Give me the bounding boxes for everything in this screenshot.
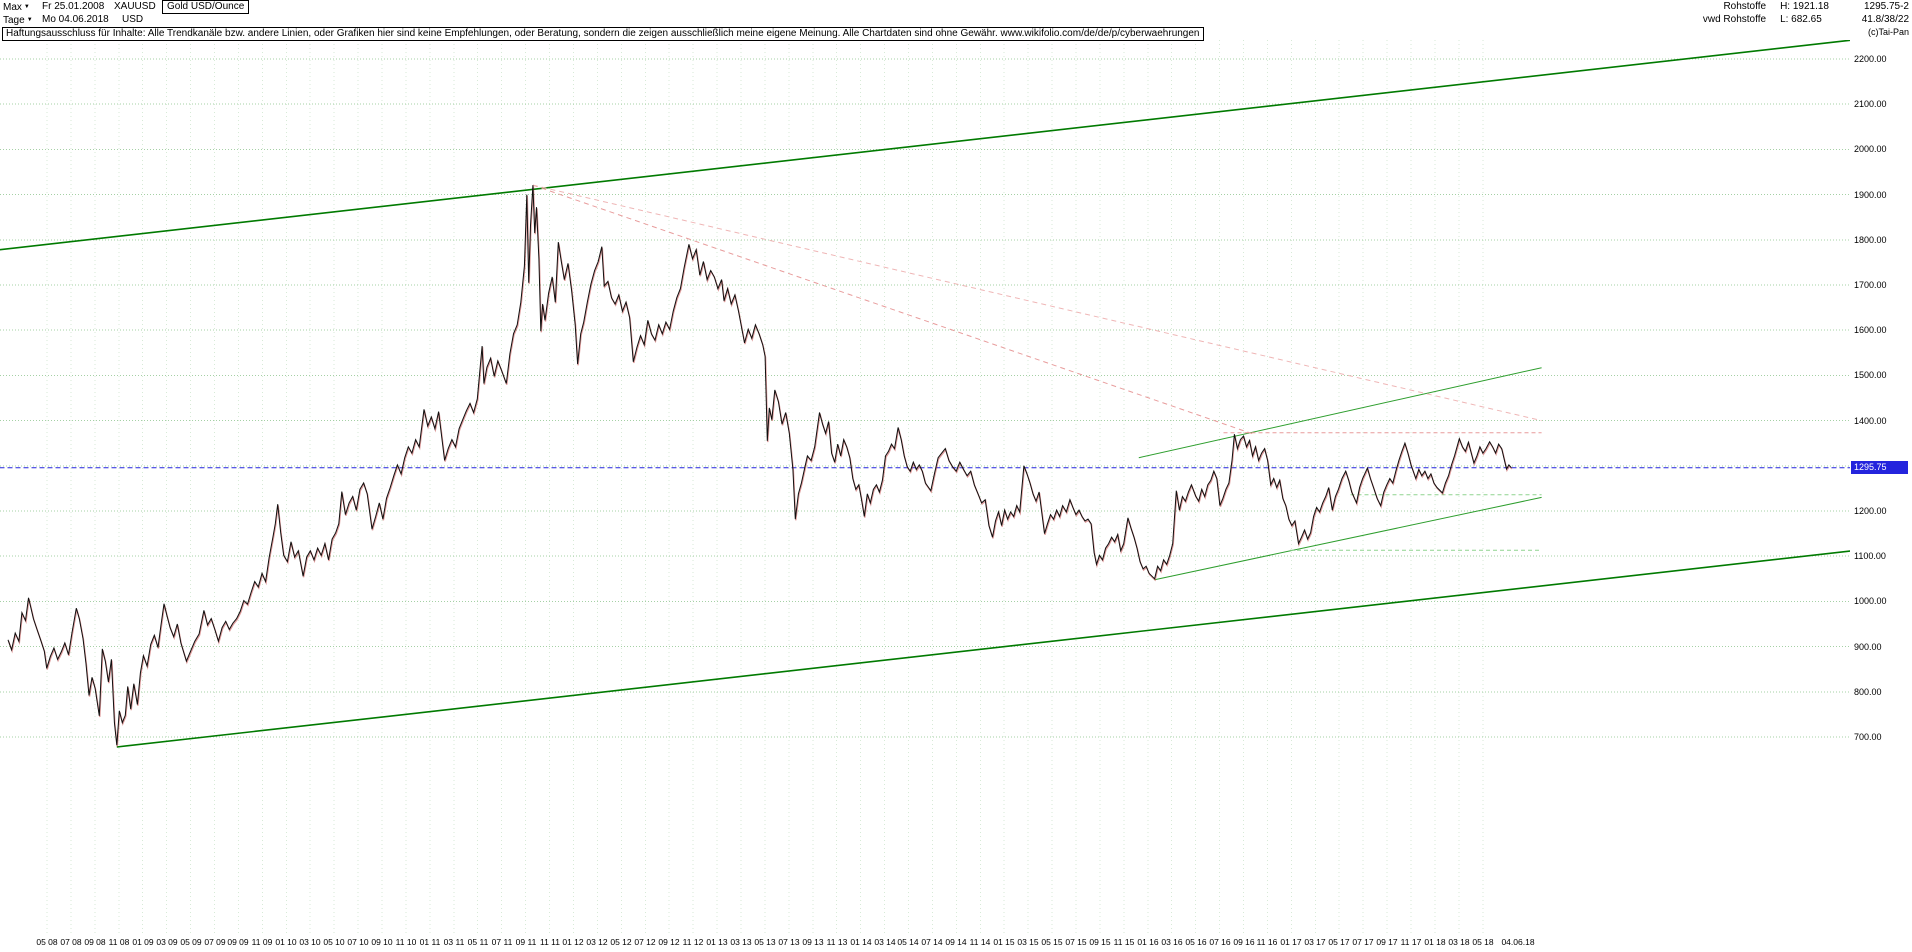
current-price-value: 1295.75	[1854, 462, 1887, 472]
copyright-label: (c)Tai-Pan	[1867, 27, 1909, 37]
chevron-down-icon: ▼	[23, 4, 30, 10]
current-price-flag: 1295.75	[1851, 461, 1908, 474]
chart-header: Max ▼ Fr 25.01.2008 Tage ▼ Mo 04.06.2018 X…	[0, 0, 1912, 26]
downtrend-from-2011-peak-steep	[532, 184, 1254, 435]
price-series-down-shadow	[7, 186, 1513, 747]
disclaimer-note: Haftungsausschluss für Inhalte: Alle Tre…	[2, 27, 1204, 41]
low-value: L: 682.65	[1780, 14, 1822, 25]
last-price: 1295.75-2	[1863, 1, 1909, 12]
end-date[interactable]: Mo 04.06.2018	[42, 14, 109, 25]
high-value: H: 1921.18	[1780, 1, 1829, 12]
range-selector[interactable]: Max ▼	[3, 1, 30, 13]
symbol-currency-label: USD	[122, 14, 144, 25]
instrument-group: Rohstoffe	[1723, 1, 1767, 12]
start-date[interactable]: Fr 25.01.2008	[42, 1, 105, 12]
symbol-label: XAUUSD	[114, 1, 156, 12]
period-selector-label: Tage	[3, 15, 25, 26]
quote-info: Rohstoffe H: 1921.18 1295.75-2 vwd Rohst…	[1703, 1, 1909, 26]
chevron-down-icon: ▼	[26, 17, 33, 23]
rising-resistance-2016	[1138, 367, 1542, 459]
lower-trend-channel	[116, 550, 1850, 748]
range-selector-label: Max	[3, 2, 22, 13]
price-series	[7, 185, 1512, 746]
instrument-name: Gold USD/Ounce	[162, 0, 250, 14]
downtrend-from-2011-peak-shallow	[532, 184, 1542, 422]
period-selector[interactable]: Tage ▼	[3, 14, 33, 26]
rising-support-2016	[1154, 496, 1542, 581]
upper-trend-channel	[0, 40, 1850, 251]
quote-stat: 41.8/38/22	[1861, 14, 1909, 25]
feed-name: vwd Rohstoffe	[1702, 14, 1767, 25]
